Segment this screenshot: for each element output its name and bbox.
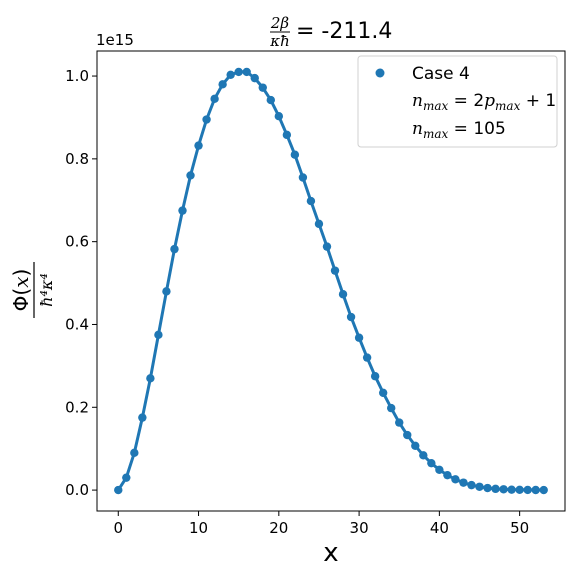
- data-point: [330, 266, 340, 275]
- data-point: [298, 173, 308, 182]
- data-point: [403, 430, 412, 440]
- data-point: [306, 196, 316, 206]
- data-point: [387, 403, 396, 413]
- x-tick-label: 30: [350, 519, 369, 537]
- data-point: [226, 70, 235, 80]
- data-point: [523, 485, 532, 495]
- data-point: [170, 244, 179, 254]
- data-point: [531, 485, 540, 495]
- data-point: [411, 441, 420, 450]
- data-point: [282, 130, 292, 140]
- data-point: [370, 372, 380, 381]
- data-point: [338, 290, 348, 299]
- data-point: [258, 83, 267, 92]
- plot-area: [96, 50, 566, 512]
- data-point: [146, 374, 155, 383]
- data-point: [274, 112, 284, 121]
- chart-title: 2β κħ = -211.4: [269, 14, 392, 50]
- data-point: [202, 115, 211, 124]
- data-point: [499, 485, 508, 494]
- x-tick-label: 0: [113, 519, 123, 537]
- legend-line-2: nmax = 2pmax + 1: [412, 91, 556, 113]
- data-point: [266, 95, 275, 105]
- data-point: [483, 483, 492, 493]
- y-axis-title-denominator: ħ⁴κ⁴: [37, 273, 56, 307]
- x-tick-label: 20: [269, 519, 288, 537]
- y-axis-title: Φ(x) ħ⁴κ⁴: [9, 262, 56, 318]
- data-point: [162, 287, 171, 296]
- data-point: [242, 67, 251, 77]
- data-point: [250, 73, 259, 83]
- title-value: = -211.4: [296, 19, 392, 44]
- data-point: [114, 485, 123, 495]
- x-tick-label: 40: [430, 519, 449, 537]
- data-point: [314, 219, 324, 229]
- data-point: [210, 94, 219, 104]
- data-point: [427, 458, 436, 468]
- data-point: [451, 475, 460, 484]
- y-offset-label: 1e15: [96, 31, 134, 49]
- data-point: [234, 67, 243, 77]
- data-point: [186, 171, 195, 180]
- data-point: [475, 482, 484, 491]
- data-point: [515, 485, 524, 495]
- data-point: [138, 413, 147, 422]
- y-tick-label: 0.0: [65, 481, 89, 499]
- legend-box: [357, 55, 558, 148]
- legend: Case 4 nmax = 2pmax + 1 nmax = 105: [357, 55, 558, 148]
- data-point: [443, 470, 452, 480]
- data-point: [491, 484, 500, 494]
- data-point: [194, 141, 203, 150]
- legend-marker: [375, 68, 385, 78]
- title-fraction-numerator: 2β: [270, 14, 290, 32]
- y-tick-label: 1.0: [65, 67, 89, 85]
- x-axis-title: x: [323, 538, 338, 568]
- data-point: [539, 485, 548, 495]
- y-tick-label: 0.4: [65, 315, 89, 333]
- data-point: [354, 333, 364, 342]
- data-point: [218, 80, 227, 89]
- data-point: [290, 150, 300, 159]
- data-point: [435, 465, 444, 475]
- data-point: [467, 480, 476, 490]
- data-point: [459, 478, 468, 487]
- data-point: [130, 448, 139, 458]
- data-point: [122, 473, 131, 482]
- axis-ticks: 0 10 20 30 40 50 0.0 0.2 0.4 0.6 0.8 1.0: [65, 67, 529, 537]
- x-tick-label: 50: [510, 519, 529, 537]
- legend-line-3: nmax = 105: [412, 119, 506, 141]
- data-point: [322, 242, 332, 251]
- y-tick-label: 0.2: [65, 398, 89, 416]
- data-point: [178, 206, 187, 215]
- data-point: [362, 353, 372, 362]
- data-point: [395, 418, 404, 427]
- legend-series-label: Case 4: [412, 64, 470, 84]
- y-tick-label: 0.6: [65, 233, 89, 251]
- data-point: [154, 330, 163, 340]
- data-point: [378, 388, 388, 397]
- axes-frame: [96, 50, 566, 512]
- y-tick-label: 0.8: [65, 150, 89, 168]
- title-fraction-denominator: κħ: [269, 32, 290, 50]
- data-point: [346, 312, 356, 322]
- data-point: [419, 451, 428, 460]
- y-axis-title-numerator: Φ(x): [9, 269, 33, 312]
- data-point: [507, 485, 516, 494]
- x-tick-label: 10: [189, 519, 208, 537]
